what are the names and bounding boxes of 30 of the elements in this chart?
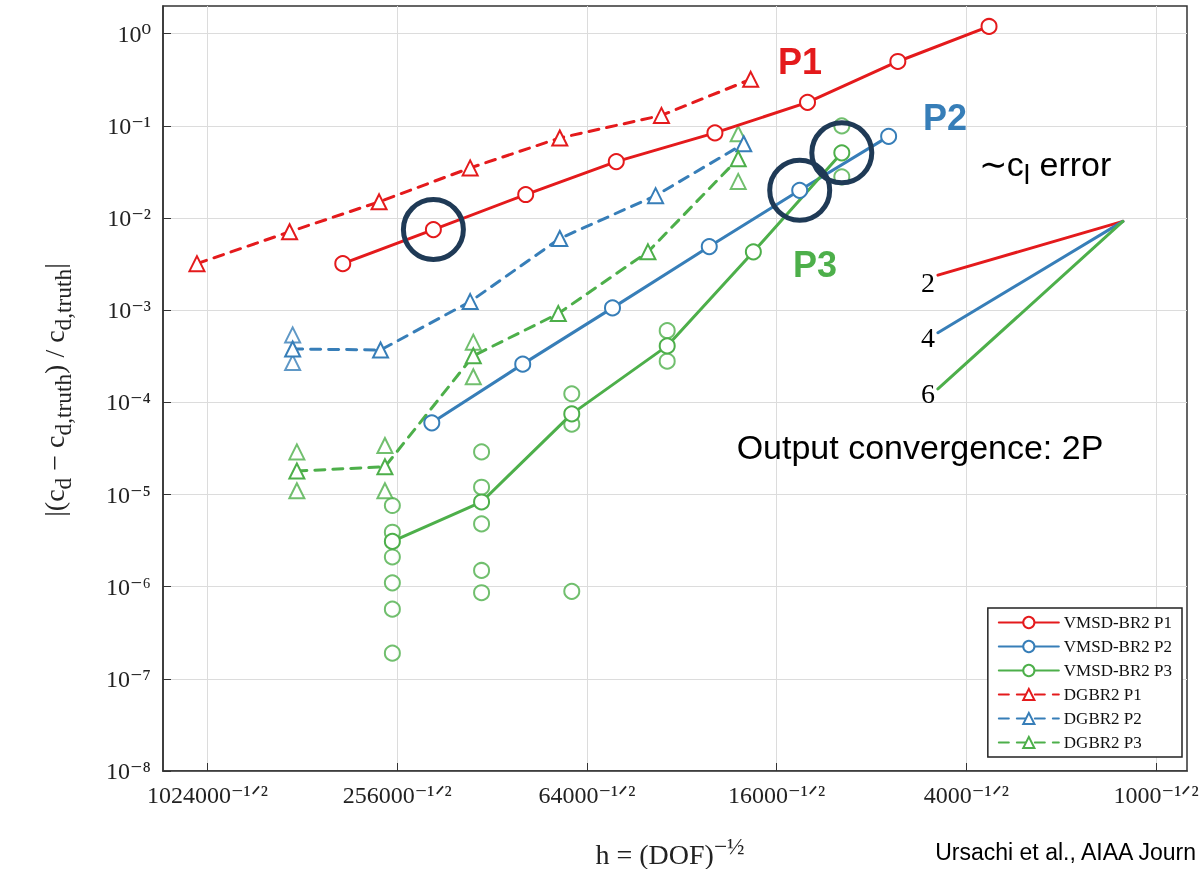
- annotation: 2: [921, 267, 935, 298]
- annotation: P1: [777, 41, 823, 82]
- y-tick-label: 10⁻⁶: [105, 573, 151, 600]
- x-tick-label: 256000⁻¹ᐟ²: [342, 782, 452, 808]
- annotation: P3: [792, 244, 838, 285]
- y-tick-label: 10⁻³: [107, 297, 151, 324]
- x-tick-label: 1000⁻¹ᐟ²: [1113, 782, 1199, 808]
- x-tick-label: 64000⁻¹ᐟ²: [538, 782, 636, 808]
- x-tick-label: 1024000⁻¹ᐟ²: [146, 782, 268, 808]
- x-tick-label: 4000⁻¹ᐟ²: [923, 782, 1009, 808]
- y-tick-label: 10⁻⁸: [105, 758, 151, 784]
- annotation: P2: [922, 97, 968, 138]
- y-tick-label: 10⁻⁷: [105, 665, 151, 692]
- y-tick-label: 10⁻⁵: [105, 481, 151, 508]
- legend-label: DGBR2 P2: [1063, 709, 1142, 728]
- y-tick-label: 10⁻¹: [107, 112, 151, 139]
- legend-label: VMSD-BR2 P3: [1063, 661, 1172, 680]
- legend-label: VMSD-BR2 P1: [1063, 613, 1172, 632]
- legend-label: DGBR2 P1: [1063, 685, 1142, 704]
- y-tick-label: 10⁰: [117, 20, 151, 47]
- annotation: Output convergence: 2P: [736, 428, 1104, 466]
- legend-label: DGBR2 P3: [1063, 733, 1142, 752]
- annotation: 6: [921, 378, 935, 409]
- legend-label: VMSD-BR2 P2: [1063, 637, 1172, 656]
- x-tick-label: 16000⁻¹ᐟ²: [728, 782, 826, 808]
- annotation: 4: [921, 322, 935, 353]
- y-tick-label: 10⁻⁴: [105, 389, 151, 416]
- text: Ursachi et al., AIAA Journ: [935, 838, 1196, 865]
- annotation: ∼c$_{l}$ error: [978, 145, 1112, 191]
- y-tick-label: 10⁻²: [107, 205, 151, 232]
